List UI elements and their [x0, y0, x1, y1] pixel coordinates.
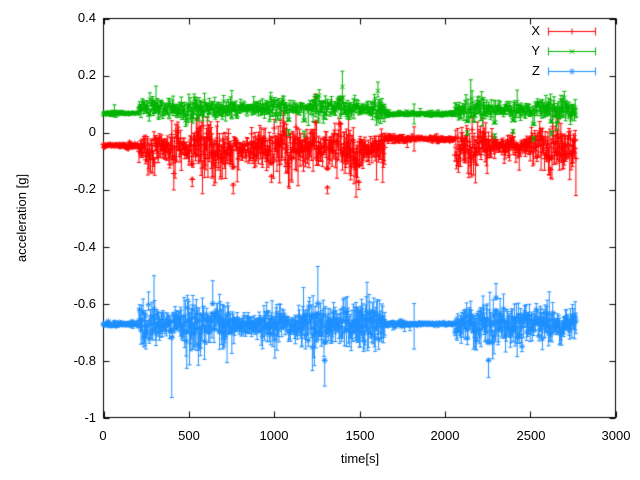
- legend-entry-y-label: Y: [531, 43, 540, 58]
- x-tick-label: 2500: [516, 428, 546, 443]
- x-tick-label: 2000: [430, 428, 460, 443]
- y-tick-label: -0.4: [73, 239, 96, 254]
- y-axis-label: acceleration [g]: [14, 173, 29, 263]
- legend-entry-x-label: X: [531, 23, 540, 38]
- y-tick-label: -0.8: [73, 353, 96, 368]
- x-tick-label: 1500: [345, 428, 375, 443]
- y-tick-label: 0.2: [77, 67, 96, 82]
- x-tick-label: 1000: [259, 428, 289, 443]
- y-tick-label: 0: [88, 124, 96, 139]
- legend-entry-z-label: Z: [532, 63, 540, 78]
- x-tick-label: 3000: [601, 428, 631, 443]
- x-tick-label: 500: [178, 428, 200, 443]
- y-tick-label: -0.2: [73, 181, 96, 196]
- y-tick-label: -1: [84, 410, 96, 425]
- x-axis-label: time[s]: [340, 451, 380, 466]
- y-tick-label: -0.6: [73, 296, 96, 311]
- x-tick-label: 0: [99, 428, 107, 443]
- y-tick-label: 0.4: [77, 10, 96, 25]
